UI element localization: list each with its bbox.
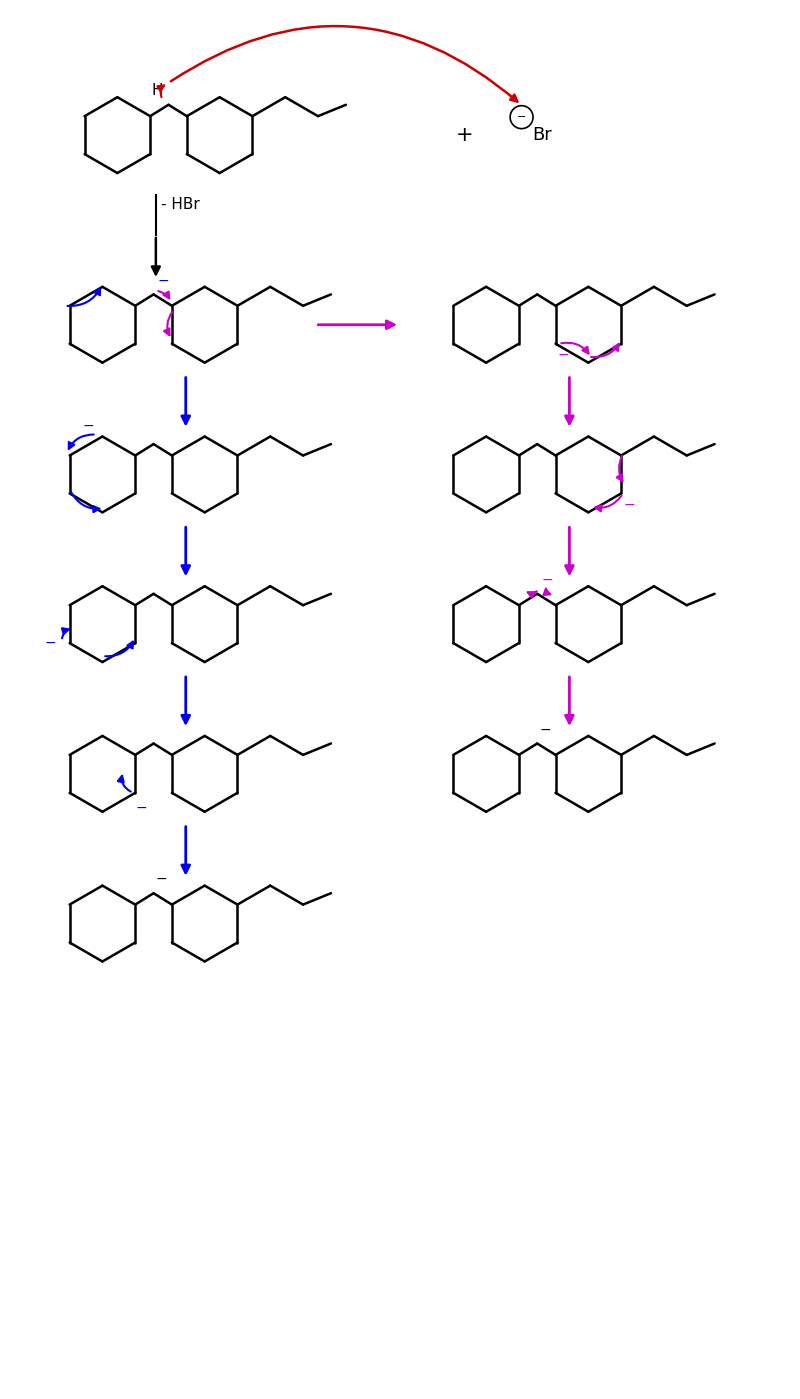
Text: +: +: [456, 125, 474, 145]
Text: −: −: [539, 722, 551, 736]
Text: −: −: [44, 637, 56, 651]
Text: −: −: [82, 418, 94, 432]
Text: Br: Br: [533, 126, 552, 144]
Text: −: −: [135, 800, 147, 814]
Text: −: −: [517, 112, 526, 122]
Text: −: −: [158, 273, 169, 287]
Text: −: −: [558, 348, 569, 362]
Text: −: −: [542, 572, 553, 586]
Text: H: H: [151, 83, 162, 98]
Text: −: −: [155, 872, 167, 886]
Text: - HBr: - HBr: [161, 197, 199, 213]
Text: −: −: [623, 498, 634, 512]
